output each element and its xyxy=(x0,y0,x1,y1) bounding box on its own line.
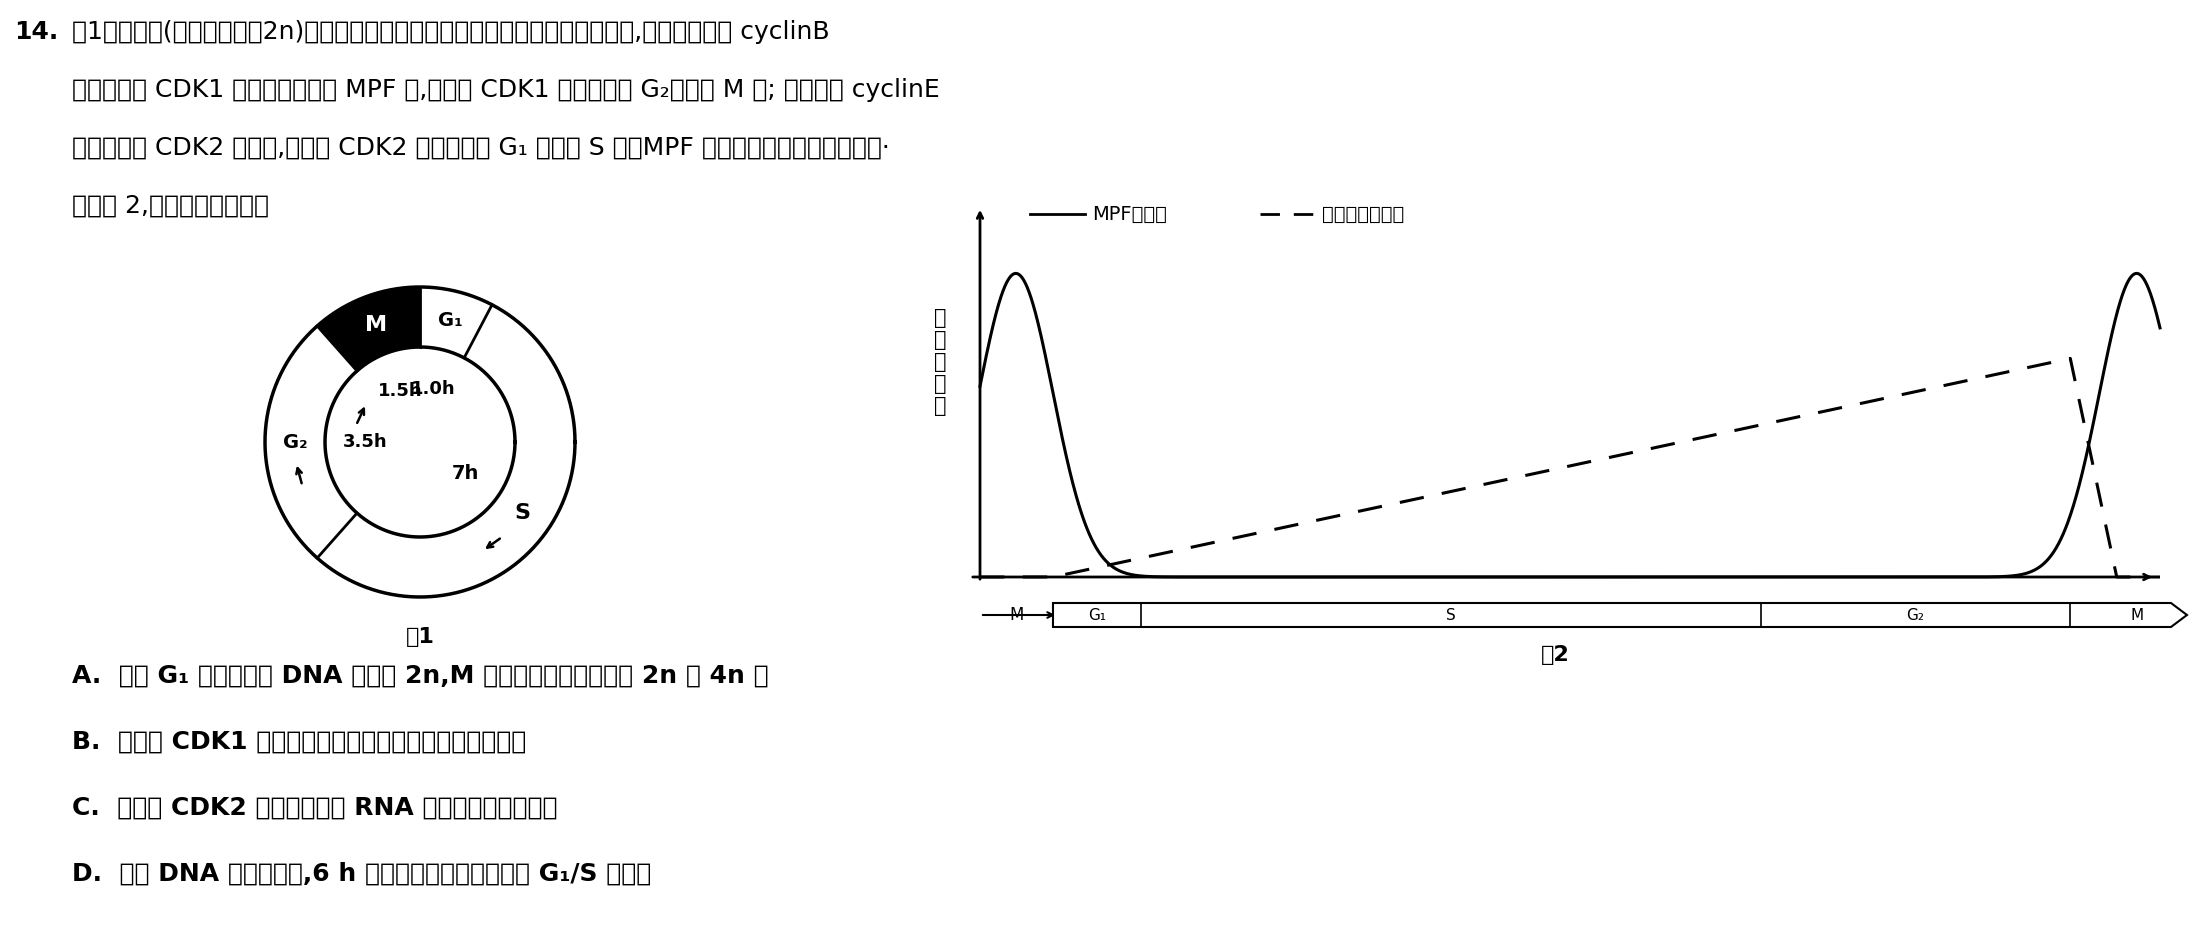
Text: G₁: G₁ xyxy=(438,311,463,330)
Polygon shape xyxy=(318,287,421,371)
Text: 浓: 浓 xyxy=(934,375,947,394)
Text: 1.5h: 1.5h xyxy=(379,381,423,400)
Text: 图2: 图2 xyxy=(1541,645,1569,665)
Text: G₁: G₁ xyxy=(1087,608,1107,623)
Text: 周期蛋白的浓度: 周期蛋白的浓度 xyxy=(1322,204,1405,224)
Text: C.  激活的 CDK2 可能参与调控 RNA 聚合酶和解旋酶合成: C. 激活的 CDK2 可能参与调控 RNA 聚合酶和解旋酶合成 xyxy=(72,796,557,820)
Text: 3.5h: 3.5h xyxy=(342,433,388,451)
Text: 度: 度 xyxy=(934,396,947,417)
Text: MPF的活性: MPF的活性 xyxy=(1092,204,1166,224)
Text: 化如图 2,下列说法错误的是: 化如图 2,下列说法错误的是 xyxy=(72,194,270,218)
Text: S: S xyxy=(515,503,530,523)
Text: 图1: 图1 xyxy=(406,627,434,647)
Text: 7h: 7h xyxy=(452,464,478,483)
Polygon shape xyxy=(324,347,515,537)
Text: 1.0h: 1.0h xyxy=(410,379,456,398)
Text: 14.: 14. xyxy=(13,20,59,44)
Text: 图1是某细胞(染色体数量为2n)的细胞周期示意图。周期蛋白影响细胞周期的进行,其中周期蛋白 cyclinB: 图1是某细胞(染色体数量为2n)的细胞周期示意图。周期蛋白影响细胞周期的进行,其… xyxy=(72,20,829,44)
Text: M: M xyxy=(364,315,386,336)
Text: M: M xyxy=(2131,608,2144,623)
Text: G₂: G₂ xyxy=(283,432,307,451)
Text: 与蛋白激酶 CDK2 结合后,激活的 CDK2 促进细胞由 G₁ 期进入 S 期。MPF 的活性和周期蛋白的浓度变·: 与蛋白激酶 CDK2 结合后,激活的 CDK2 促进细胞由 G₁ 期进入 S 期… xyxy=(72,136,890,160)
Text: D.  加入 DNA 合成抑制剂,6 h 后不是所有细胞都停留在 G₁/S 交界处: D. 加入 DNA 合成抑制剂,6 h 后不是所有细胞都停留在 G₁/S 交界处 xyxy=(72,862,651,886)
Text: 或: 或 xyxy=(934,352,947,372)
Text: B.  激活的 CDK1 可能具有促进染色体和纺锤体形成的作用: B. 激活的 CDK1 可能具有促进染色体和纺锤体形成的作用 xyxy=(72,730,526,754)
Text: A.  图中 G₁ 期细胞的核 DNA 数量为 2n,M 期细胞的染色体条数为 2n 或 4n 条: A. 图中 G₁ 期细胞的核 DNA 数量为 2n,M 期细胞的染色体条数为 2… xyxy=(72,664,769,688)
Text: 活: 活 xyxy=(934,308,947,328)
Text: 性: 性 xyxy=(934,330,947,350)
Text: M: M xyxy=(1008,606,1024,624)
FancyArrow shape xyxy=(1052,603,2188,627)
Polygon shape xyxy=(265,287,574,597)
Text: S: S xyxy=(1447,608,1455,623)
Text: 与蛋白激酶 CDK1 结合形成复合物 MPF 后,激活的 CDK1 促进细胞由 G₂期进入 M 期; 周期蛋白 cyclinE: 与蛋白激酶 CDK1 结合形成复合物 MPF 后,激活的 CDK1 促进细胞由 … xyxy=(72,78,940,102)
Text: G₂: G₂ xyxy=(1907,608,1925,623)
